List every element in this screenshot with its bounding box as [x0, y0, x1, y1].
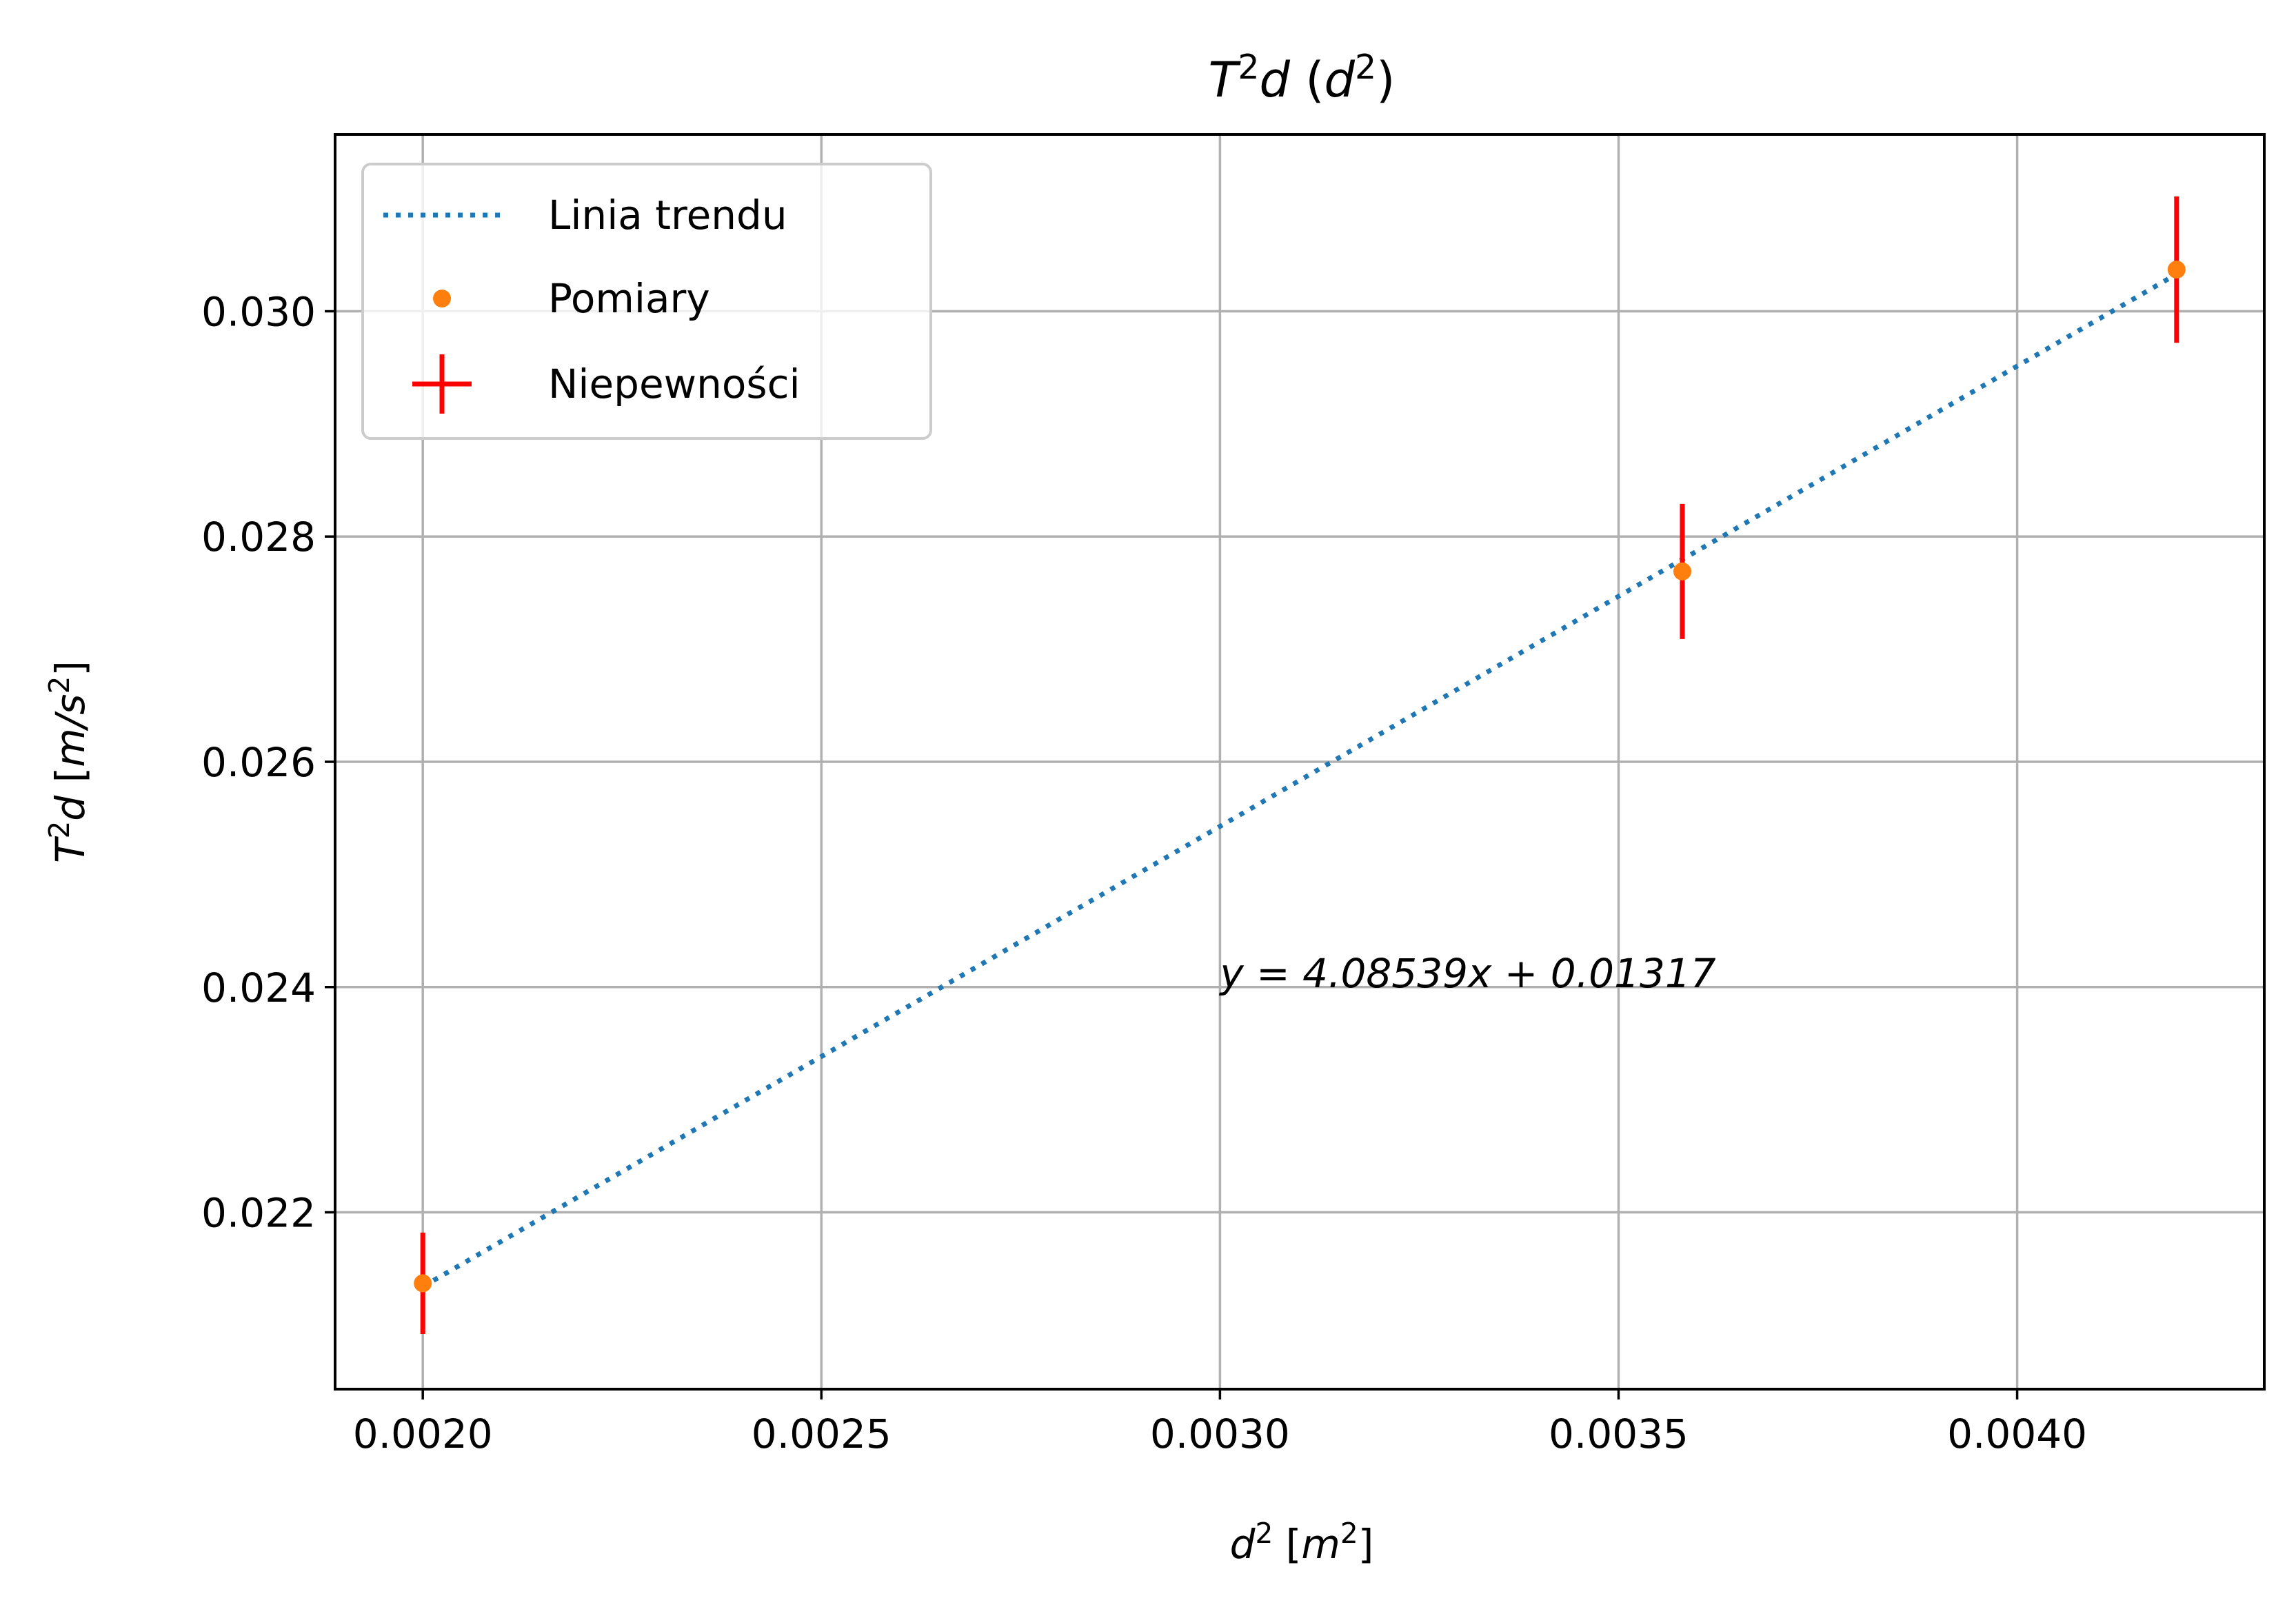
x-axis-label: d2 [m2]: [1230, 1517, 1374, 1568]
y-tick-label: 0.022: [201, 1190, 316, 1237]
data-point: [1673, 562, 1691, 580]
x-axis-ticks: 0.0020 0.0025 0.0030 0.0035 0.0040: [353, 1389, 2087, 1457]
x-tick-label: 0.0025: [752, 1411, 892, 1457]
fit-equation-annotation: y = 4.08539x + 0.01317: [1218, 950, 1715, 997]
x-tick-label: 0.0040: [1947, 1411, 2087, 1457]
legend: Linia trendu Pomiary Niepewności: [361, 163, 932, 440]
x-tick-label: 0.0020: [353, 1411, 493, 1457]
y-tick-label: 0.028: [201, 514, 316, 560]
plot-marks: [414, 196, 2186, 1334]
y-tick-label: 0.026: [201, 739, 316, 786]
legend-points-swatch: [433, 290, 451, 307]
trend-line: [421, 272, 2178, 1289]
y-axis-label: T2d [m/s2]: [43, 660, 94, 863]
x-tick-label: 0.0035: [1549, 1411, 1689, 1457]
y-tick-label: 0.030: [201, 288, 316, 335]
legend-box: [361, 163, 932, 440]
legend-points-label: Pomiary: [548, 275, 710, 322]
y-tick-label: 0.024: [201, 964, 316, 1011]
y-axis-ticks: 0.022 0.024 0.026 0.028 0.030: [201, 288, 335, 1237]
x-tick-label: 0.0030: [1150, 1411, 1290, 1457]
data-point: [2167, 261, 2186, 279]
data-point: [414, 1274, 432, 1293]
chart-title: T2d (d2): [1209, 48, 1396, 108]
legend-trend-label: Linia trendu: [548, 192, 787, 239]
legend-errorbar-label: Niepewności: [548, 361, 800, 407]
